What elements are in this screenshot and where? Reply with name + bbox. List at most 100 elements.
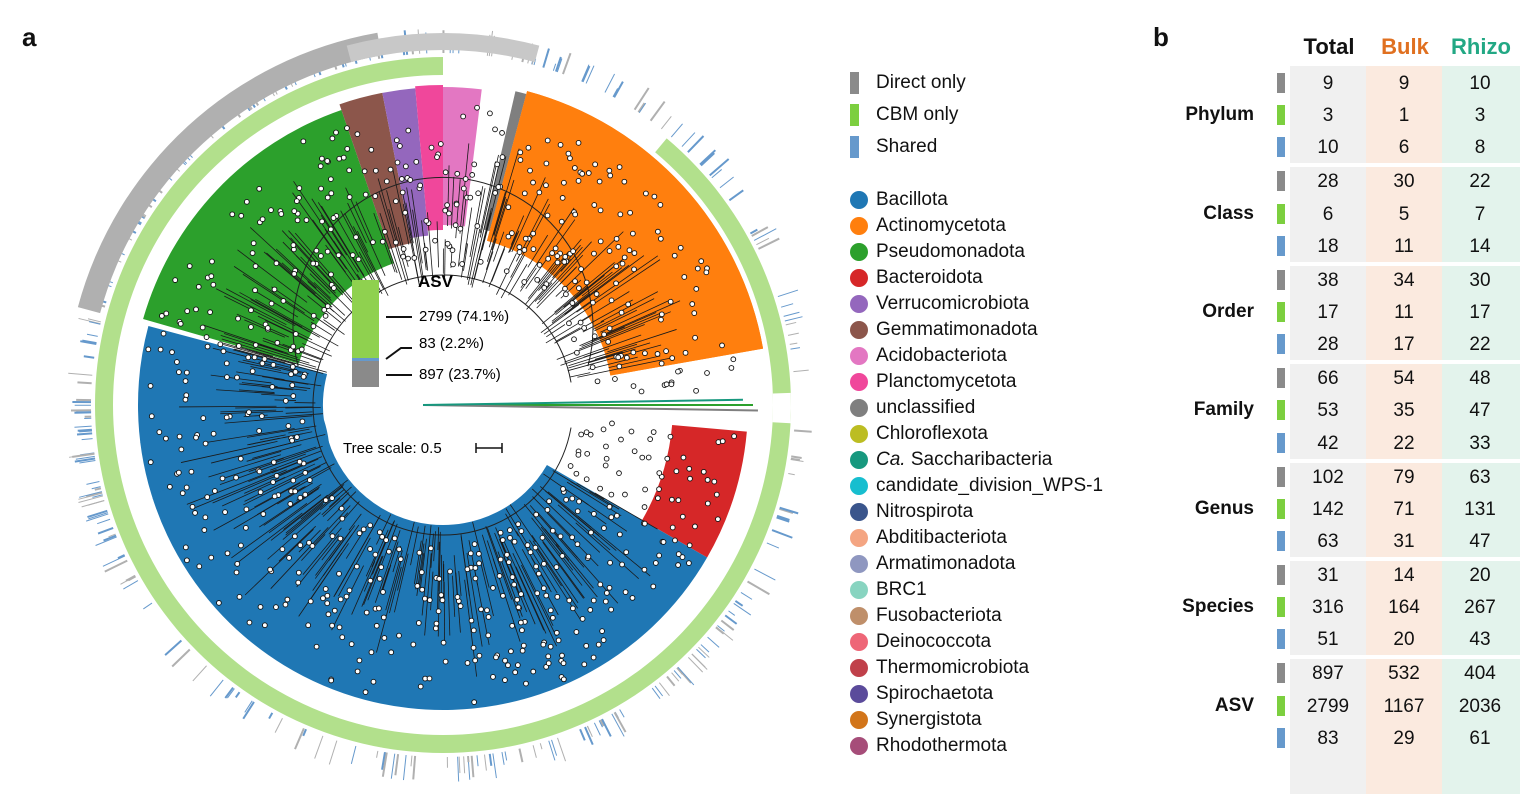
tree-tip	[462, 176, 469, 182]
tree-branch	[213, 482, 301, 531]
table-cell: 11	[1394, 235, 1414, 257]
tree-branch	[536, 254, 584, 305]
tree-tip	[663, 381, 670, 388]
tree-tip	[209, 258, 215, 265]
tree-tip	[372, 193, 379, 199]
tree-tip	[376, 529, 383, 536]
tree-tip	[543, 182, 549, 189]
tree-tip	[333, 129, 339, 136]
tree-branch	[276, 259, 316, 295]
tree-branch	[525, 251, 569, 305]
tree-branch	[551, 267, 623, 322]
tree-branch	[248, 431, 313, 446]
ring-mark	[94, 487, 102, 491]
ring-mark	[700, 152, 715, 167]
ring-mark	[402, 755, 407, 781]
table-cell: 30	[1393, 171, 1415, 193]
tree-branch	[485, 526, 513, 600]
tree-tip	[613, 263, 620, 270]
tree-tip	[243, 198, 250, 205]
tree-branch	[236, 371, 285, 380]
tree-tip	[657, 235, 664, 242]
tree-tip	[353, 563, 360, 570]
table-cell: 17	[1317, 302, 1339, 323]
ring-mark	[740, 591, 753, 600]
tree-tip	[543, 592, 550, 599]
tree-tip	[177, 320, 184, 327]
tree-tip	[346, 167, 353, 174]
tree-branch	[279, 458, 319, 476]
tree-tip	[499, 130, 505, 136]
tree-branch	[283, 494, 328, 530]
tree-tip	[590, 597, 597, 604]
ring-mark	[539, 743, 543, 750]
tree-tip	[169, 349, 175, 356]
tree-branch	[419, 553, 425, 585]
tree-tip	[557, 141, 564, 148]
tree-tip	[618, 436, 624, 443]
table-cell: 30	[1469, 269, 1491, 291]
legend-dot	[850, 373, 868, 391]
tree-branch	[356, 230, 369, 253]
tree-branch	[375, 520, 396, 567]
table-cell: 131	[1464, 498, 1496, 520]
table-cell: 43	[1469, 629, 1491, 651]
tree-branch	[321, 205, 365, 276]
tree-tip	[601, 525, 607, 531]
tree-tip	[290, 242, 297, 248]
tree-branch	[430, 571, 434, 611]
tree-tip	[543, 160, 550, 167]
ring-mark	[598, 720, 603, 728]
table-cell: 14	[1393, 565, 1415, 586]
tree-tip	[518, 619, 524, 626]
tree-tip	[626, 247, 633, 254]
legend-swatch	[850, 136, 859, 158]
tree-branch	[569, 372, 591, 378]
tree-branch	[275, 248, 332, 301]
ring-mark	[504, 751, 508, 761]
legend-swatch	[850, 104, 859, 126]
tree-branch	[378, 191, 408, 285]
tree-tip	[603, 443, 609, 450]
ring-mark	[687, 135, 705, 153]
legend-label: Pseudomonadota	[876, 241, 1025, 262]
ring-mark	[698, 646, 710, 658]
source-tick	[1277, 334, 1285, 355]
tree-tip	[160, 330, 167, 337]
tree-tip	[319, 155, 325, 162]
tree-tip	[460, 185, 467, 192]
tree-branch	[295, 308, 315, 322]
ring-mark	[747, 580, 770, 596]
tree-branch	[239, 383, 287, 390]
tree-tip	[233, 474, 239, 481]
tree-branch	[581, 312, 662, 347]
legend-dot	[850, 581, 868, 599]
tree-branch	[263, 488, 319, 526]
tree-tip	[606, 584, 613, 591]
tree-branch	[237, 249, 308, 303]
tree-tip	[521, 190, 528, 197]
ring-mark	[381, 752, 388, 777]
tree-branch	[591, 326, 625, 342]
tree-tip	[329, 135, 336, 142]
tree-branch	[607, 329, 677, 353]
tree-tip	[603, 455, 610, 462]
legend-dot	[850, 529, 868, 547]
tree-branch	[254, 463, 335, 508]
tree-tip	[675, 562, 681, 568]
ring-mark	[244, 700, 253, 713]
ring-mark	[562, 52, 572, 75]
tree-tip	[533, 563, 539, 570]
ring-mark	[581, 65, 591, 83]
tree-tip	[607, 559, 613, 566]
tree-branch	[458, 571, 462, 596]
legend-label: Thermomicrobiota	[876, 657, 1030, 678]
tree-branch	[234, 348, 286, 364]
tree-tip	[642, 350, 648, 357]
tree-tip	[645, 454, 652, 461]
circular-phylogenetic-tree: ASV 2799 (74.1%) 83 (2.2%) 897 (23.7%) T…	[68, 29, 812, 782]
tree-branch	[487, 528, 521, 619]
tree-branch	[568, 343, 638, 367]
tree-tip	[560, 676, 567, 683]
ring-mark	[676, 667, 684, 675]
